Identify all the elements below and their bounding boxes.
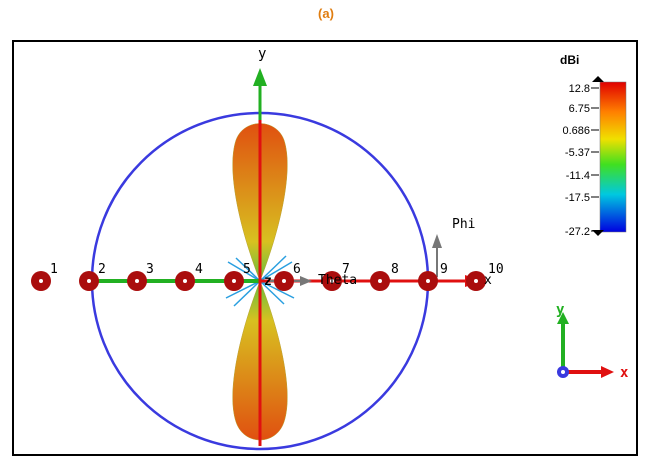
figure-caption: (a) [318, 6, 334, 21]
array-element [370, 271, 390, 291]
element-label: 5 [243, 262, 251, 277]
array-element [175, 271, 195, 291]
element-label: 9 [440, 262, 448, 277]
colorbar-tick: -11.4 [566, 170, 590, 182]
element-label: 7 [342, 262, 350, 277]
array-element [322, 271, 342, 291]
colorbar-tick: 0.686 [562, 125, 590, 137]
colorbar-tick: -17.5 [565, 192, 590, 204]
z-axis-label: z [264, 274, 272, 289]
triad-y-label: y [556, 302, 565, 318]
array-element [418, 271, 438, 291]
colorbar-top-arrow [592, 76, 604, 82]
phi-arrowhead [432, 234, 442, 248]
array-element [466, 271, 486, 291]
element-label: 10 [488, 262, 504, 277]
y-axis-label: y [258, 46, 266, 62]
orientation-triad: y x [556, 302, 629, 381]
phi-label: Phi [452, 217, 475, 232]
element-label: 2 [98, 262, 106, 277]
y-axis-arrowhead [253, 68, 267, 86]
colorbar-tick: 6.75 [569, 103, 590, 115]
array-elements [31, 271, 486, 291]
array-element [224, 271, 244, 291]
element-label: 6 [293, 262, 301, 277]
theta-label: Theta [318, 273, 357, 288]
colorbar-tick: 12.8 [569, 83, 590, 95]
element-label: 3 [146, 262, 154, 277]
element-label: 4 [195, 262, 203, 277]
triad-x-label: x [620, 365, 629, 381]
colorbar-tick: -5.37 [565, 147, 590, 159]
array-element [31, 271, 51, 291]
x-axis-label: x [484, 273, 492, 288]
array-element [127, 271, 147, 291]
element-label: 1 [50, 262, 58, 277]
array-element [274, 271, 294, 291]
theta-arrowhead [300, 276, 312, 286]
colorbar-tick: -27.2 [565, 226, 590, 238]
array-element [79, 271, 99, 291]
element-label: 8 [391, 262, 399, 277]
colorbar-unit: dBi [560, 53, 579, 67]
colorbar-gradient [599, 81, 627, 233]
plot-frame [12, 40, 638, 456]
